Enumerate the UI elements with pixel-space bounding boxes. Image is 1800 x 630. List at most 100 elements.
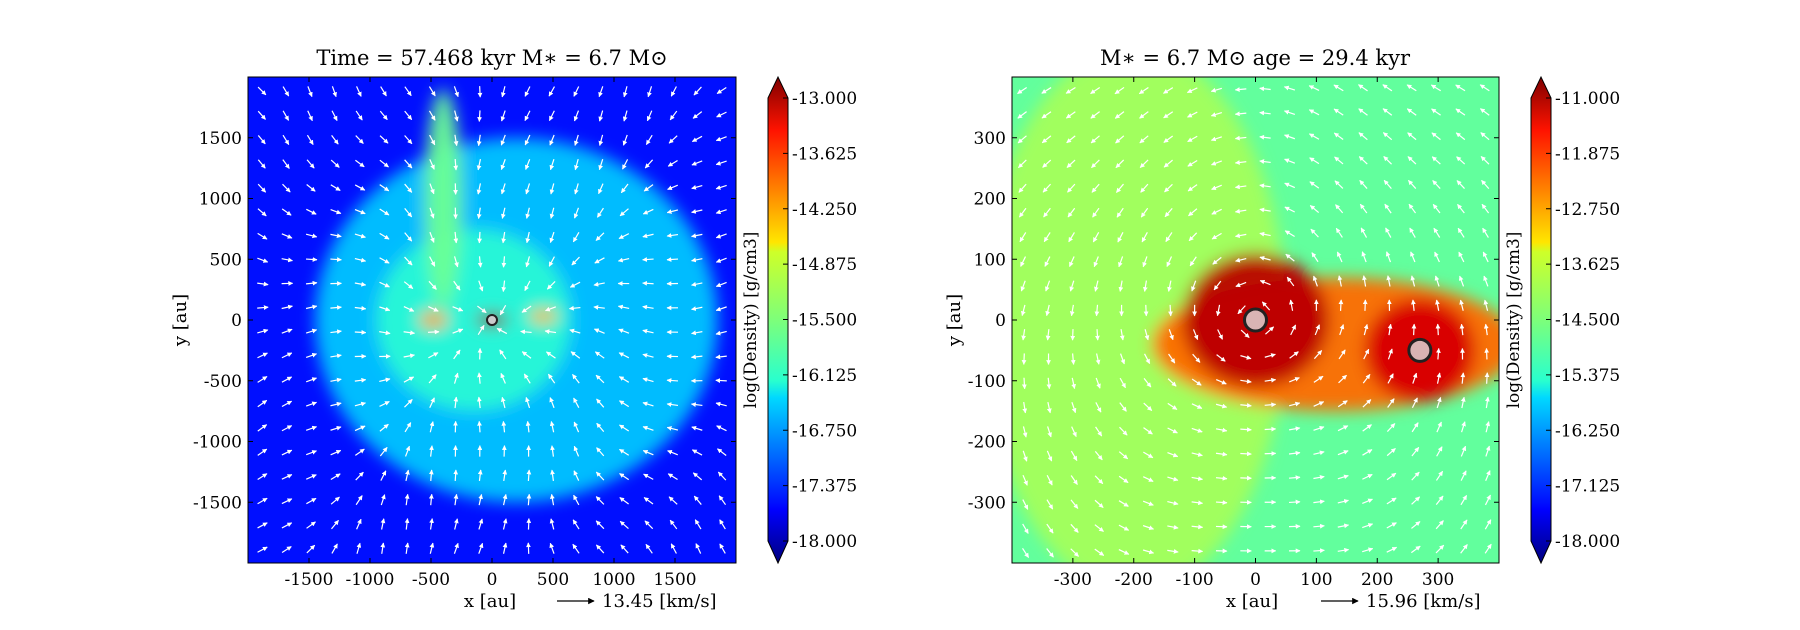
velocity-arrow	[1042, 183, 1052, 193]
velocity-arrow	[1143, 402, 1153, 411]
velocity-arrow	[404, 445, 411, 457]
velocity-arrow	[1431, 108, 1441, 116]
velocity-arrow	[306, 208, 317, 215]
velocity-arrow	[354, 377, 367, 383]
velocity-arrow	[1119, 402, 1127, 412]
velocity-arrow	[1480, 156, 1490, 165]
velocity-arrow	[622, 110, 628, 122]
colorbar-tick-label: -15.375	[1555, 366, 1620, 386]
velocity-arrow	[1186, 87, 1198, 94]
velocity-arrow	[1333, 84, 1344, 92]
velocity-arrow	[1312, 275, 1318, 287]
velocity-arrow	[1046, 377, 1052, 390]
velocity-arrow	[1363, 323, 1369, 336]
velocity-arrow	[574, 183, 579, 195]
velocity-arrow	[429, 518, 434, 530]
velocity-arrow	[573, 207, 580, 219]
velocity-arrow	[1382, 132, 1393, 141]
velocity-arrow	[1165, 232, 1173, 243]
velocity-arrow	[1140, 183, 1149, 193]
velocity-arrow	[1383, 179, 1392, 190]
velocity-arrow	[1261, 301, 1271, 311]
velocity-arrow	[1234, 135, 1247, 141]
velocity-arrow	[1386, 497, 1397, 505]
velocity-arrow	[354, 184, 366, 191]
velocity-arrow	[715, 257, 727, 263]
velocity-arrow	[257, 352, 268, 359]
velocity-arrow	[1457, 203, 1465, 214]
x-tick-label: -500	[412, 570, 450, 590]
velocity-arrow	[1067, 207, 1076, 218]
velocity-arrow	[1017, 135, 1027, 144]
velocity-arrow	[1460, 494, 1468, 506]
velocity-arrow	[1115, 159, 1125, 169]
velocity-arrow	[1362, 449, 1373, 456]
velocity-arrow	[1259, 207, 1271, 213]
velocity-arrow	[403, 376, 415, 383]
velocity-arrow	[1044, 256, 1051, 267]
velocity-arrow	[574, 158, 579, 171]
x-tick-label: 300	[1422, 570, 1454, 590]
velocity-arrow	[282, 134, 290, 145]
velocity-arrow	[572, 232, 580, 243]
velocity-arrow	[550, 469, 555, 482]
velocity-arrow	[282, 159, 290, 169]
velocity-arrow	[1481, 203, 1490, 214]
velocity-arrow	[1066, 135, 1076, 144]
velocity-arrow	[1435, 323, 1441, 336]
panel-right: M∗ = 6.7 M⊙ age = 29.4 kyr -300 -200 -100 0…	[944, 46, 1620, 612]
vector-key-label-left: 13.45 [km/s]	[602, 591, 717, 612]
velocity-arrow	[330, 496, 340, 505]
velocity-arrow	[642, 280, 654, 286]
velocity-arrow	[668, 496, 678, 505]
velocity-arrow	[667, 184, 679, 190]
velocity-arrow	[427, 329, 440, 335]
velocity-arrow	[549, 207, 555, 219]
velocity-arrow	[1167, 452, 1179, 458]
velocity-arrow	[1237, 305, 1246, 315]
x-ticks-left: -1500 -1000 -500 0 500 1000 1500	[284, 77, 697, 590]
velocity-arrow	[1240, 403, 1252, 408]
colorbar-tick-label: -13.625	[1555, 255, 1620, 275]
velocity-arrow	[1167, 476, 1179, 482]
velocity-arrow	[257, 208, 267, 217]
velocity-arrow	[1455, 108, 1466, 116]
velocity-arrow	[257, 522, 268, 529]
velocity-arrow	[1310, 228, 1319, 238]
velocity-arrow	[1069, 304, 1075, 317]
velocity-arrow	[1234, 184, 1247, 190]
velocity-arrow	[572, 374, 580, 384]
velocity-arrow	[380, 518, 386, 530]
velocity-arrow	[429, 445, 434, 457]
velocity-arrow	[598, 110, 604, 122]
velocity-arrow	[1143, 451, 1154, 459]
velocity-arrow	[1362, 523, 1374, 529]
velocity-arrow	[1114, 86, 1125, 95]
velocity-arrow	[380, 542, 386, 554]
velocity-arrow	[1046, 401, 1052, 414]
velocity-arrow	[380, 86, 387, 97]
velocity-arrow	[1458, 251, 1465, 263]
velocity-arrow	[1335, 204, 1344, 214]
velocity-arrow	[1337, 425, 1349, 432]
velocity-arrow	[1412, 372, 1418, 384]
velocity-arrow	[1217, 329, 1224, 340]
velocity-arrow	[1144, 329, 1150, 341]
velocity-arrow	[1041, 135, 1052, 144]
velocity-arrow	[429, 207, 435, 219]
velocity-arrow	[525, 159, 531, 170]
velocity-arrow	[379, 446, 388, 457]
velocity-arrow	[1167, 427, 1178, 434]
velocity-arrow	[645, 543, 653, 554]
velocity-arrow	[1191, 548, 1204, 554]
velocity-arrow	[715, 401, 727, 407]
velocity-arrow	[428, 86, 436, 97]
velocity-arrow	[1215, 403, 1228, 409]
velocity-arrow	[595, 471, 605, 481]
velocity-arrow	[452, 306, 464, 312]
colorbar-tick-label: -17.375	[792, 477, 857, 497]
velocity-arrow	[715, 354, 727, 360]
x-axis-label-left: x [au]	[464, 591, 516, 612]
velocity-arrow	[1337, 275, 1343, 287]
